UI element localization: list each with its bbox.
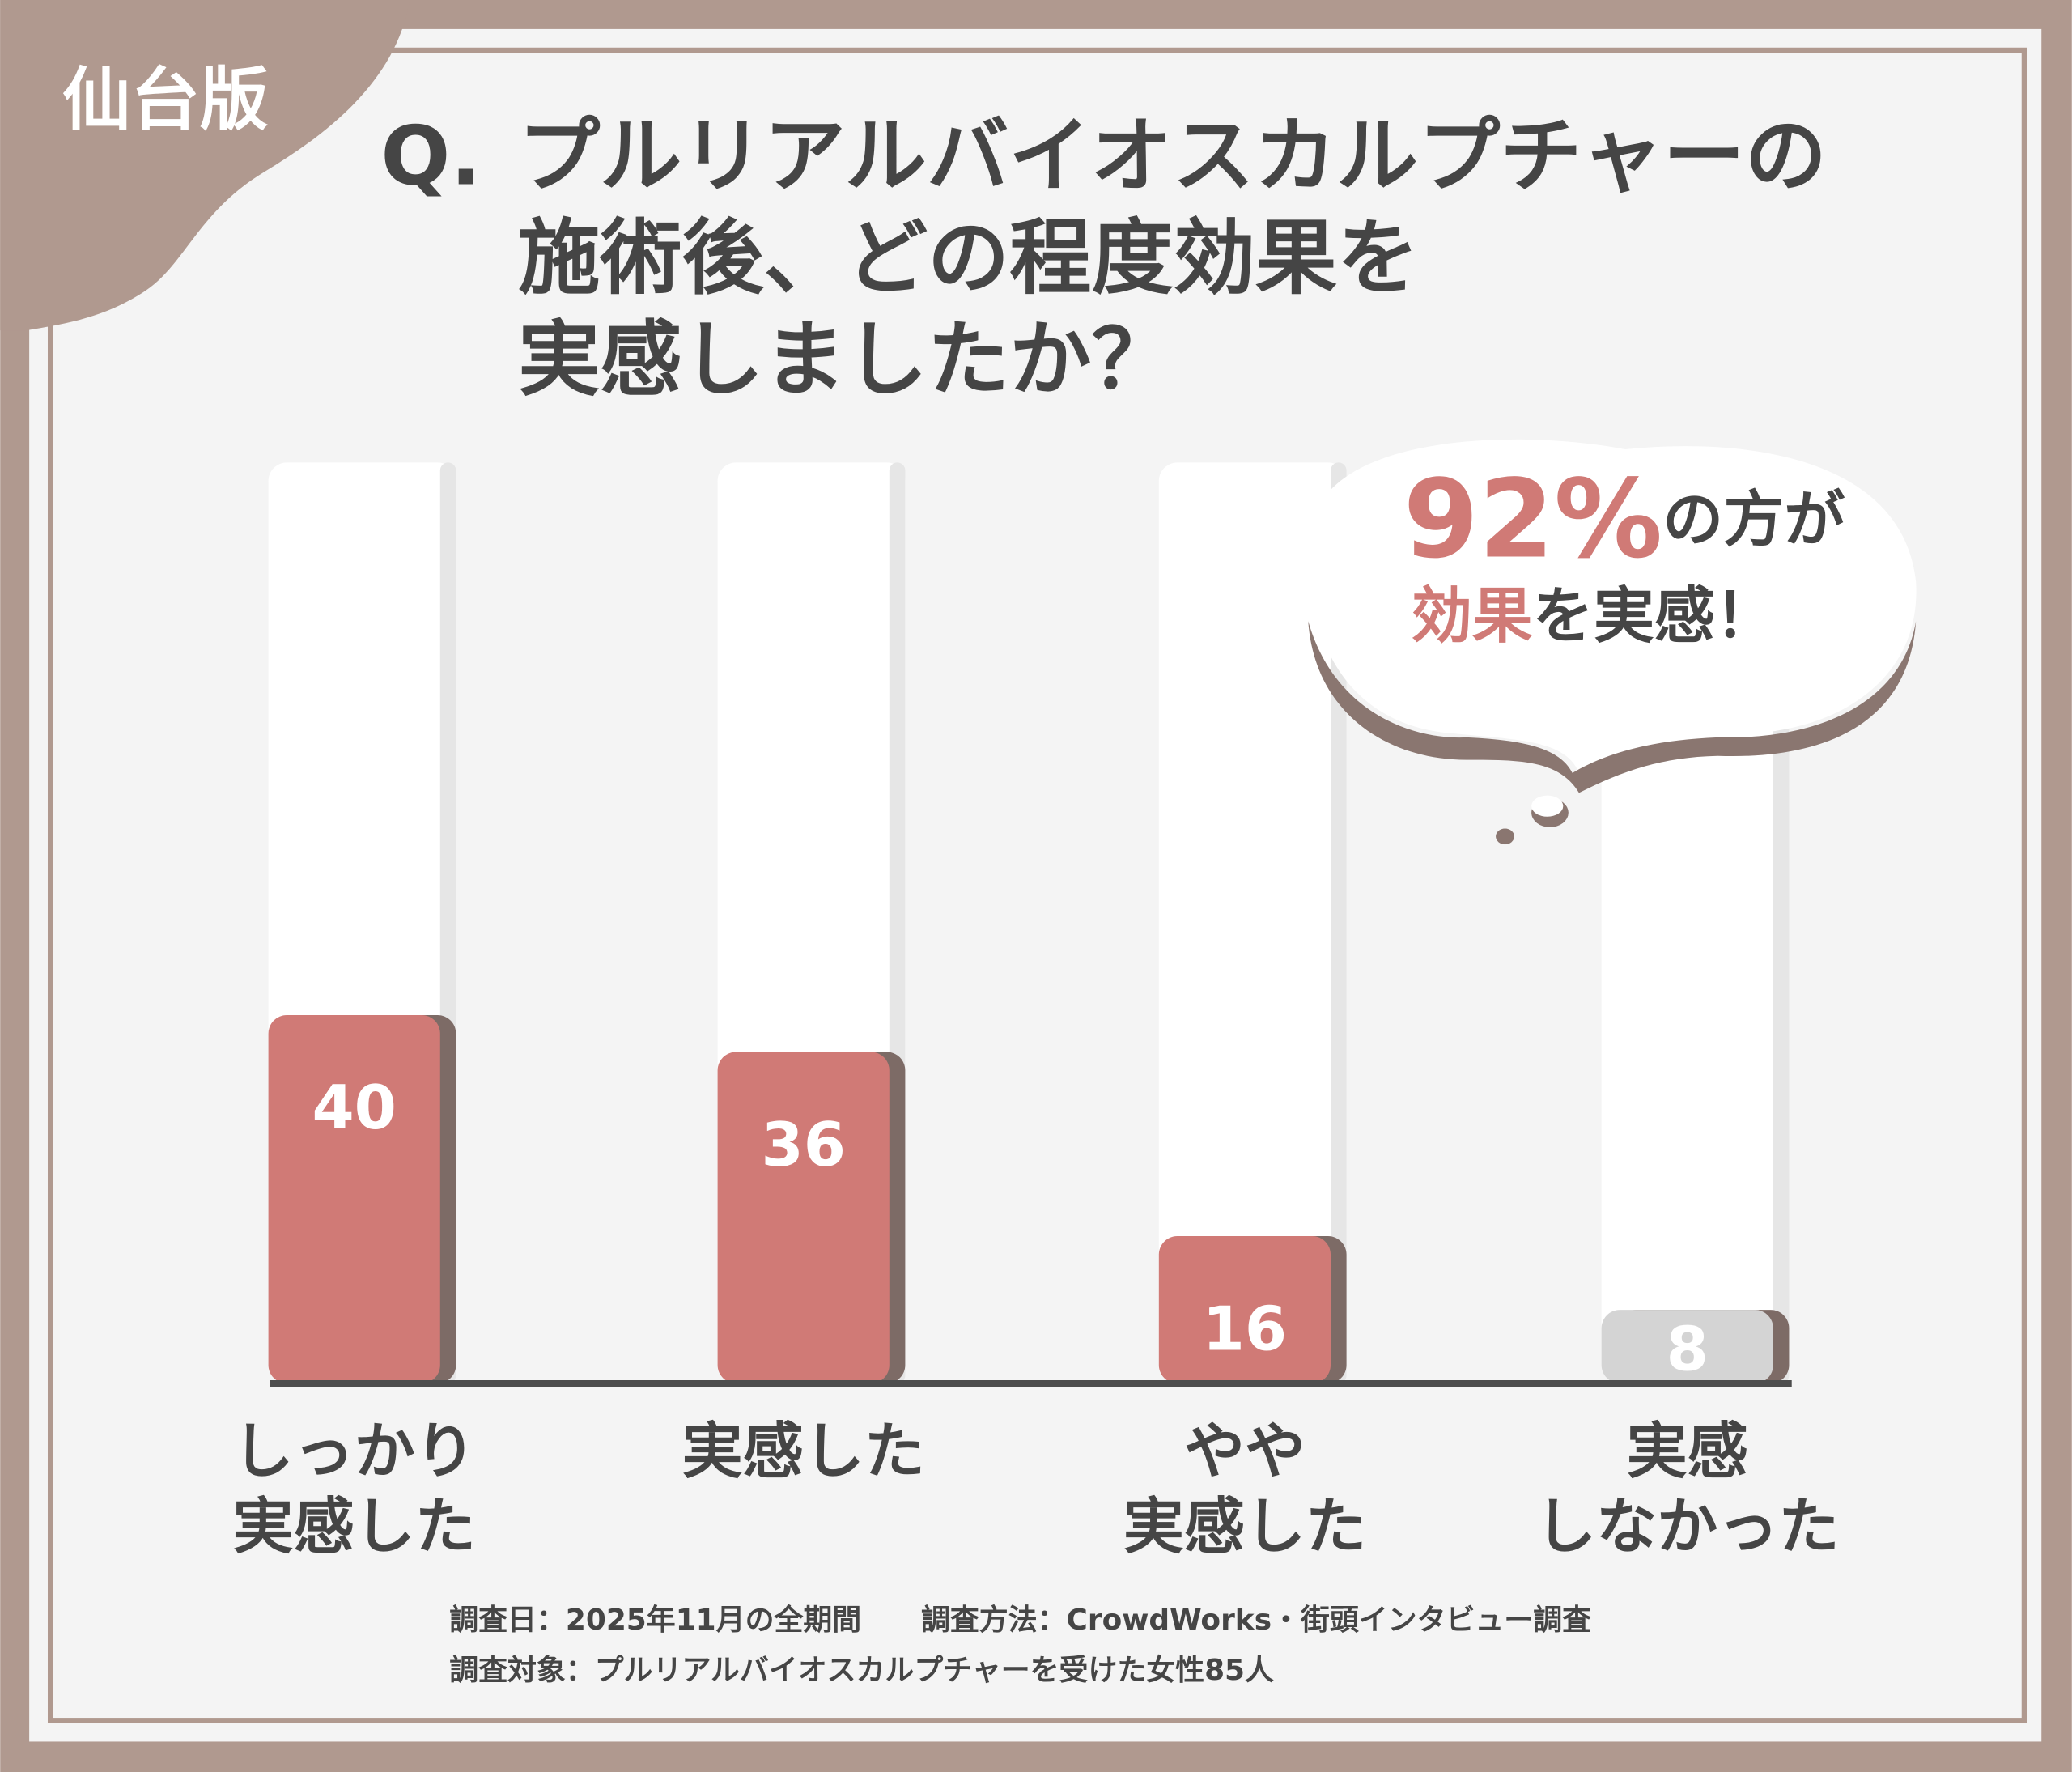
bar — [1158, 1236, 1331, 1384]
title-prefix: Q. — [380, 108, 481, 204]
x-tick-label: 実感した — [1123, 1490, 1366, 1562]
bar — [717, 1052, 890, 1384]
x-tick-label: しなかった — [1535, 1490, 1839, 1562]
callout-text: の方が — [1662, 484, 1845, 555]
callout-bubble — [1312, 439, 1917, 773]
title-line: 施術後、どの程度効果を — [518, 210, 1419, 305]
footnote: 調査日：2025年11月の全期間 — [449, 1603, 861, 1637]
footnote: 調査方法：CrowdWorks・街頭インタビュー調査 — [921, 1604, 1591, 1637]
badge: 仙台版 — [62, 61, 269, 141]
callout-accent: 効果 — [1412, 580, 1533, 652]
title-line: プルリアルバイオスカルプチャーの — [518, 108, 1827, 204]
x-tick-label: 実感した — [233, 1490, 476, 1562]
inner-border — [47, 47, 2027, 1723]
x-tick-label: 実感 — [1627, 1415, 1748, 1486]
callout-line2: 効果を実感！ — [1412, 580, 1776, 652]
value-label: 8 — [1667, 1314, 1709, 1385]
callout-text: を実感！ — [1533, 580, 1776, 652]
thought-dot — [1531, 795, 1564, 817]
x-tick-label: 実感した — [682, 1415, 925, 1486]
callout-line1: 92%の方が — [1403, 457, 1845, 583]
value-label: 36 — [761, 1109, 845, 1180]
callout-big: 92% — [1403, 457, 1662, 583]
thought-dot — [1496, 828, 1514, 845]
x-tick-label: しっかり — [233, 1415, 476, 1486]
bar — [1601, 1310, 1773, 1384]
footnote: 調査対象：プルリアルバイオスカルプチャーを受けた女性85人 — [449, 1654, 1274, 1687]
title-line: 実感しましたか？ — [518, 312, 1174, 407]
bar — [268, 1014, 440, 1384]
x-tick-label: やや — [1184, 1415, 1306, 1486]
track — [1158, 462, 1347, 1384]
value-label: 40 — [312, 1072, 396, 1143]
value-label: 16 — [1203, 1293, 1287, 1364]
badge-shape — [0, 0, 410, 331]
callout-shadow — [1308, 621, 1917, 793]
